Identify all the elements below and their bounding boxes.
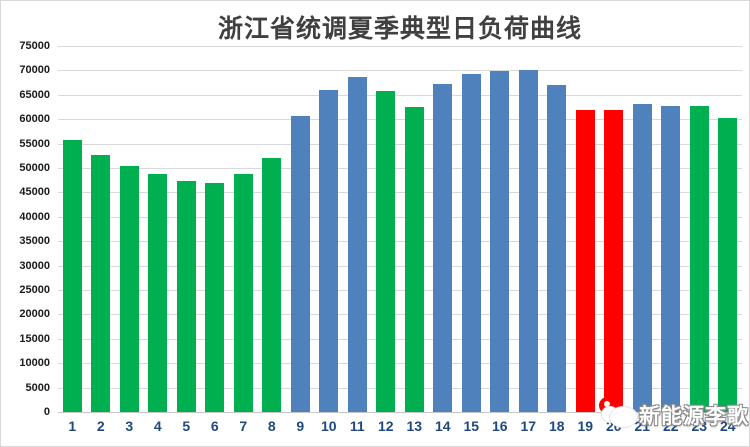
x-axis-tick-label: 14 (434, 418, 451, 434)
bar-hour-9 (290, 116, 310, 412)
y-axis-tick-label: 60000 (19, 113, 50, 126)
bar-hour-1 (62, 139, 82, 412)
x-axis-tick-label: 6 (210, 418, 219, 434)
y-axis-tick-label: 40000 (19, 210, 50, 223)
y-axis-tick-label: 25000 (19, 284, 50, 296)
y-axis-tick-label: 35000 (19, 235, 50, 248)
bar-hour-4 (148, 174, 168, 412)
logo-red-circle-dot (604, 401, 610, 407)
bar-hour-6 (205, 182, 225, 412)
bar-hour-22 (661, 106, 681, 412)
y-axis-tick-label: 30000 (19, 259, 50, 272)
bar-hour-14 (433, 84, 453, 412)
bar-hour-18 (547, 84, 567, 412)
bar-hour-21 (632, 104, 652, 412)
y-axis-tick-label: 0 (43, 406, 50, 418)
x-axis-tick-label: 8 (267, 418, 276, 434)
y-axis-tick-label: 50000 (19, 162, 50, 174)
bar-hour-20 (604, 109, 624, 412)
x-axis-tick-label: 5 (182, 418, 191, 434)
x-axis-tick-label: 10 (320, 418, 337, 434)
gridline (58, 339, 742, 340)
x-axis-tick-label: 2 (96, 418, 105, 434)
bar-hour-8 (262, 158, 282, 412)
y-axis-tick-label: 70000 (19, 64, 50, 77)
watermark: 新能源李歌 (597, 394, 749, 436)
y-axis-tick-label: 75000 (19, 40, 50, 52)
bar-hour-7 (233, 174, 253, 412)
bar-hour-5 (176, 180, 196, 412)
gridline (58, 314, 742, 315)
gridline (58, 46, 742, 47)
x-axis-tick-label: 17 (520, 418, 537, 434)
gridline (58, 119, 742, 120)
x-axis-tick-label: 23 (691, 418, 708, 434)
y-axis-tick-label: 45000 (19, 186, 50, 199)
bar-hour-10 (319, 89, 339, 412)
bar-hour-24 (718, 117, 738, 412)
gridline (58, 95, 742, 96)
y-axis-tick-label: 10000 (19, 357, 50, 370)
bar-hour-15 (461, 73, 481, 412)
x-axis-tick-label: 24 (719, 418, 736, 434)
gridline (58, 241, 742, 242)
bar-hour-13 (404, 107, 424, 412)
bar-hour-11 (347, 77, 367, 412)
x-axis-tick-label: 11 (349, 418, 365, 434)
gridline (58, 192, 742, 193)
gridline (58, 412, 742, 413)
bar-hour-19 (575, 109, 595, 412)
y-axis-tick-label: 55000 (19, 137, 50, 150)
x-axis-tick-label: 3 (125, 418, 134, 434)
x-axis-tick-label: 16 (491, 418, 508, 434)
plot-area: 0 5000 10000 15000 20000 25000 30000 35000 40000… (19, 40, 742, 434)
y-axis-tick-label: 20000 (19, 308, 50, 321)
x-axis-tick-label: 22 (662, 418, 679, 434)
x-axis-tick-label: 7 (239, 418, 248, 434)
watermark-text: 新能源李歌 (639, 405, 749, 428)
x-axis-tick-label: 4 (153, 418, 162, 434)
bar-hour-3 (119, 165, 139, 412)
gridline (58, 290, 742, 291)
x-axis-tick-label: 9 (296, 418, 305, 434)
gridline (58, 217, 742, 218)
bar-hour-2 (91, 154, 111, 412)
bar-hour-12 (376, 90, 396, 412)
bar-hour-17 (518, 69, 538, 412)
bar-hour-23 (689, 106, 709, 412)
x-axis-tick-label: 21 (634, 418, 651, 434)
y-axis-tick-label: 65000 (19, 88, 50, 101)
gridline (58, 388, 742, 389)
x-axis-tick-label: 13 (406, 418, 423, 434)
y-axis-tick-label: 15000 (19, 332, 50, 345)
gridline (58, 266, 742, 267)
x-axis-tick-label: 18 (548, 418, 565, 434)
x-axis-tick-label: 1 (68, 418, 77, 434)
gridline (58, 168, 742, 169)
gridline (58, 70, 742, 71)
y-axis-tick-label: 5000 (25, 381, 50, 394)
bar-hour-16 (490, 70, 510, 412)
gridline (58, 363, 742, 364)
gridline (58, 144, 742, 145)
x-axis-tick-label: 19 (577, 418, 594, 434)
logo-body-shape (610, 407, 637, 427)
chart-title: 浙江省统调夏季典型日负荷曲线 (217, 16, 582, 43)
x-axis-tick-label: 15 (463, 418, 480, 434)
watermark-logo-icon (597, 394, 639, 436)
x-axis-tick-label: 12 (377, 418, 394, 434)
